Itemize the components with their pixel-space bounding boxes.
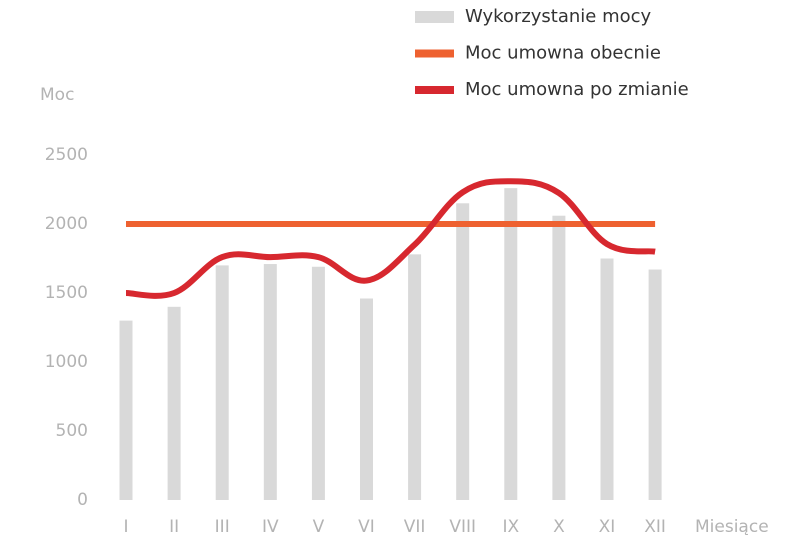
line — [125, 178, 656, 299]
bar — [456, 203, 470, 501]
bar — [648, 269, 662, 500]
bar — [552, 215, 566, 500]
bar — [504, 188, 518, 500]
bar — [167, 306, 181, 500]
y-tick-label: 0 — [77, 490, 88, 510]
legend-label: Moc umowna obecnie — [465, 43, 661, 64]
legend-swatch — [415, 86, 454, 94]
y-tick-label: 2500 — [45, 145, 88, 165]
x-tick-label: XI — [599, 517, 616, 537]
legend-swatch — [415, 49, 454, 58]
y-axis-label: Moc — [40, 85, 74, 105]
x-tick-label: VI — [358, 517, 375, 537]
y-tick-label: 1000 — [45, 352, 88, 372]
y-tick-label: 2000 — [45, 214, 88, 234]
bar — [215, 265, 229, 500]
bar — [263, 264, 277, 500]
legend-label: Wykorzystanie mocy — [465, 6, 652, 27]
x-axis-label: Miesiące — [695, 517, 769, 537]
x-tick-label: IX — [502, 517, 519, 537]
x-tick-label: XII — [644, 517, 666, 537]
bar — [119, 320, 133, 500]
bar — [408, 254, 422, 500]
bar — [360, 298, 373, 500]
x-tick-label: IV — [262, 517, 279, 537]
x-tick-label: VII — [404, 517, 426, 537]
y-tick-label: 1500 — [45, 283, 88, 303]
x-tick-label: II — [169, 517, 179, 537]
bar — [600, 258, 614, 500]
x-tick-label: V — [313, 517, 325, 537]
legend-swatch — [415, 11, 454, 23]
x-tick-label: X — [553, 517, 565, 537]
x-tick-label: VIII — [449, 517, 476, 537]
bar — [311, 266, 325, 500]
y-tick-label: 500 — [56, 421, 88, 441]
x-tick-label: I — [123, 517, 128, 537]
legend-label: Moc umowna po zmianie — [465, 79, 689, 100]
x-tick-label: III — [215, 517, 230, 537]
